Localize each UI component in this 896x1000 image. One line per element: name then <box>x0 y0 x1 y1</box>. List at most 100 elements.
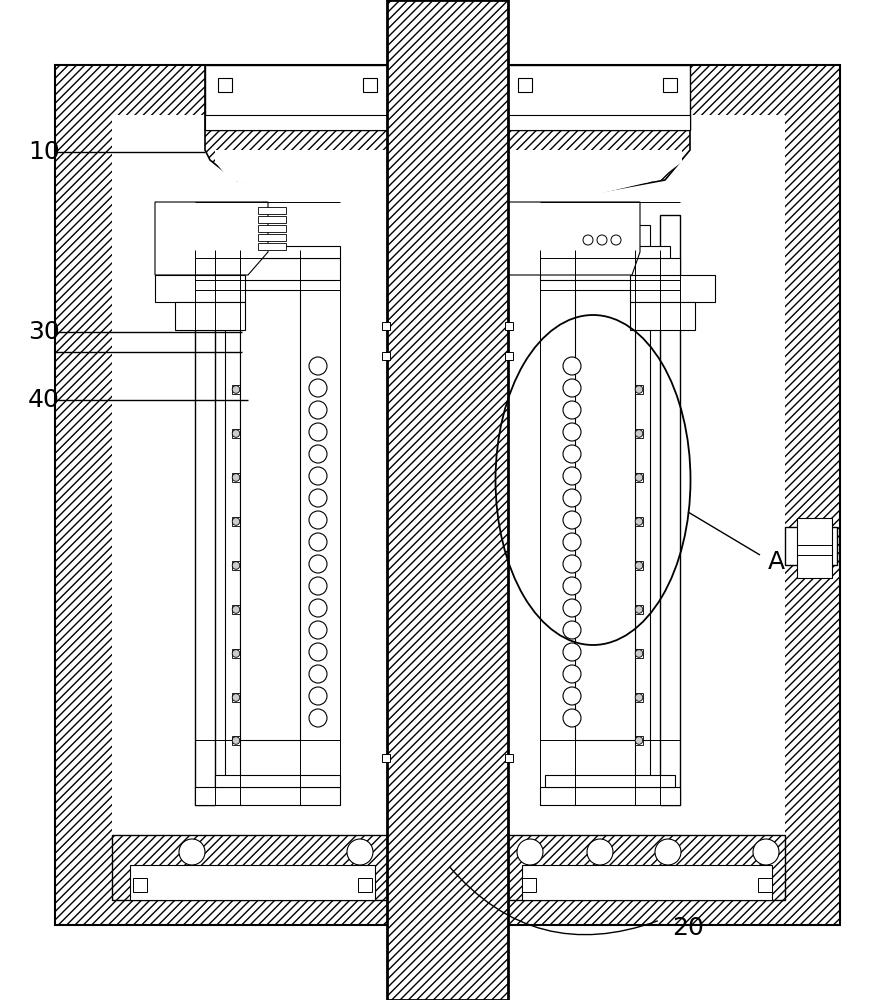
Polygon shape <box>505 835 785 900</box>
Circle shape <box>563 489 581 507</box>
Circle shape <box>517 839 543 865</box>
Circle shape <box>232 430 240 437</box>
Bar <box>505 322 513 330</box>
Circle shape <box>309 445 327 463</box>
Circle shape <box>563 467 581 485</box>
Bar <box>232 473 240 482</box>
Bar <box>545 246 670 258</box>
Bar <box>635 693 643 702</box>
Circle shape <box>635 606 642 613</box>
Circle shape <box>563 687 581 705</box>
Text: 10: 10 <box>28 140 60 164</box>
Bar <box>635 736 643 745</box>
Bar <box>195 258 340 280</box>
Circle shape <box>635 518 642 525</box>
Bar <box>635 517 643 526</box>
Bar <box>232 517 240 526</box>
Circle shape <box>563 665 581 683</box>
Circle shape <box>309 489 327 507</box>
Circle shape <box>347 839 373 865</box>
Circle shape <box>309 643 327 661</box>
Text: 30: 30 <box>28 320 60 344</box>
Bar <box>175 302 245 330</box>
Bar <box>505 115 690 130</box>
Polygon shape <box>505 65 690 192</box>
Circle shape <box>232 474 240 481</box>
Circle shape <box>309 687 327 705</box>
Bar <box>130 865 375 900</box>
Polygon shape <box>215 150 390 194</box>
Bar <box>540 258 680 280</box>
Polygon shape <box>112 115 390 900</box>
Circle shape <box>309 709 327 727</box>
Bar <box>522 878 536 892</box>
Circle shape <box>309 555 327 573</box>
Bar <box>215 775 340 787</box>
Circle shape <box>655 839 681 865</box>
Bar <box>255 305 285 725</box>
Polygon shape <box>55 65 395 925</box>
Polygon shape <box>155 202 268 275</box>
Circle shape <box>309 357 327 375</box>
Text: 40: 40 <box>28 388 60 412</box>
Circle shape <box>753 839 779 865</box>
Bar <box>660 215 680 805</box>
Bar <box>630 275 715 302</box>
Circle shape <box>635 386 642 393</box>
Bar <box>358 878 372 892</box>
Bar <box>155 275 245 302</box>
Circle shape <box>635 562 642 569</box>
Circle shape <box>179 839 205 865</box>
Circle shape <box>563 709 581 727</box>
Circle shape <box>232 606 240 613</box>
Polygon shape <box>205 65 390 192</box>
Circle shape <box>563 379 581 397</box>
Circle shape <box>309 621 327 639</box>
Circle shape <box>597 235 607 245</box>
Circle shape <box>635 737 642 744</box>
Polygon shape <box>387 0 508 1000</box>
Circle shape <box>309 423 327 441</box>
Bar <box>363 78 377 92</box>
Bar <box>575 290 635 740</box>
Bar <box>218 78 232 92</box>
Circle shape <box>563 423 581 441</box>
Bar <box>232 429 240 438</box>
Text: 20: 20 <box>672 916 704 940</box>
Circle shape <box>563 599 581 617</box>
Bar <box>758 878 772 892</box>
Bar <box>382 352 390 360</box>
Bar <box>258 207 286 214</box>
Bar <box>195 215 215 805</box>
Bar <box>258 234 286 241</box>
Circle shape <box>563 445 581 463</box>
Circle shape <box>232 737 240 744</box>
Bar <box>635 561 643 570</box>
Circle shape <box>309 665 327 683</box>
Bar <box>635 649 643 658</box>
Circle shape <box>232 650 240 657</box>
Bar <box>797 518 832 578</box>
Bar <box>205 115 390 130</box>
Bar <box>635 225 650 785</box>
Circle shape <box>563 621 581 639</box>
Polygon shape <box>500 65 840 925</box>
Circle shape <box>635 430 642 437</box>
Bar <box>258 216 286 223</box>
Circle shape <box>309 533 327 551</box>
Circle shape <box>635 650 642 657</box>
Bar <box>635 429 643 438</box>
Polygon shape <box>390 115 505 900</box>
Circle shape <box>611 235 621 245</box>
Bar <box>540 787 680 805</box>
Bar <box>505 754 513 762</box>
Bar <box>232 693 240 702</box>
Bar <box>205 65 390 130</box>
Bar <box>518 78 532 92</box>
Circle shape <box>309 577 327 595</box>
Polygon shape <box>505 150 682 194</box>
Circle shape <box>563 511 581 529</box>
Circle shape <box>583 235 593 245</box>
Bar <box>240 290 300 740</box>
Bar <box>630 302 695 330</box>
